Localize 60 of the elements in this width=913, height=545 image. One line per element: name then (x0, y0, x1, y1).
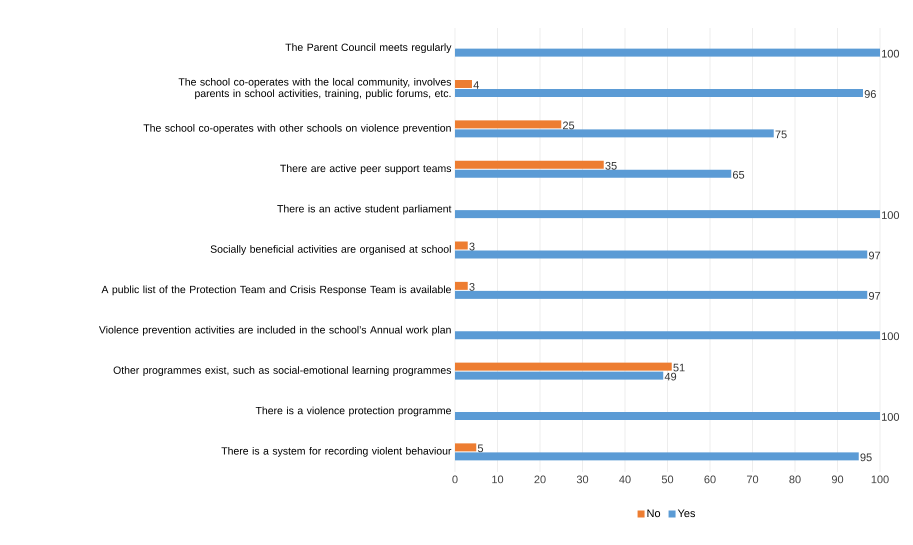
y-tick-label: The school co-operates with the local community, involves parents in school activities, training, public forums, etc. (178, 78, 452, 100)
bar (454, 412, 880, 420)
x-tick-label: 70 (746, 476, 758, 484)
data-label: 97 (868, 252, 880, 260)
x-tick-label: 90 (832, 476, 844, 484)
bar (454, 372, 664, 380)
bar (454, 250, 868, 258)
bar (454, 331, 880, 340)
y-tick-label: Socially beneficial activities are organised at school (210, 245, 451, 255)
bar (454, 120, 562, 128)
y-tick-label: The Parent Council meets regularly (285, 43, 452, 54)
data-label: 97 (868, 292, 880, 300)
x-tick-label: 60 (704, 476, 716, 484)
y-tick-label: Violence prevention activities are included in the school’s Annual work plan (98, 326, 451, 336)
data-label: 95 (860, 453, 872, 462)
bar (454, 129, 774, 138)
bar (454, 89, 863, 98)
x-tick-label: 20 (534, 476, 546, 484)
bar (454, 210, 880, 218)
data-label: 65 (733, 170, 744, 179)
x-tick-label: 0 (452, 476, 458, 484)
data-label: 100 (882, 50, 900, 58)
bar (454, 170, 732, 178)
bar (454, 290, 868, 299)
x-tick-label: 30 (576, 476, 588, 484)
bar (454, 48, 880, 57)
bar (454, 443, 476, 452)
x-tick-label: 40 (619, 476, 631, 484)
x-tick-label: 10 (492, 476, 504, 484)
bar (454, 452, 859, 460)
legend-label: No (647, 509, 660, 518)
data-label: 75 (776, 130, 787, 138)
bar (454, 160, 604, 169)
y-tick-label: A public list of the Protection Team and Crisis Response Team is available (101, 285, 451, 296)
data-label: 100 (882, 413, 900, 421)
data-label: 5 (478, 444, 484, 452)
data-label: 49 (664, 372, 676, 380)
bar (454, 242, 468, 250)
data-label: 100 (882, 332, 900, 340)
y-tick-label: There is a violence protection programme (256, 406, 451, 416)
y-tick-label: Other programmes exist, such as social-emotional learning programmes (114, 366, 452, 376)
data-label: 4 (473, 81, 479, 89)
y-tick-label: The school co-operates with other schools on violence prevention (144, 124, 451, 134)
data-label: 100 (882, 211, 900, 220)
bar (454, 80, 472, 88)
data-label: 96 (864, 90, 876, 98)
y-tick-label: There are active peer support teams (280, 164, 452, 174)
x-tick-label: 80 (789, 476, 801, 484)
legend-label: Yes (678, 509, 696, 518)
data-label: 51 (673, 364, 685, 372)
data-label: 25 (562, 122, 574, 130)
data-label: 35 (605, 162, 617, 170)
bar (454, 362, 672, 371)
y-tick-label: There is a system for recording violent behaviour (221, 446, 452, 457)
data-label: 3 (469, 282, 475, 291)
bar (454, 282, 468, 290)
x-tick-label: 100 (872, 476, 889, 484)
data-label: 3 (469, 242, 475, 250)
y-tick-label: There is an active student parliament (277, 204, 452, 215)
x-tick-label: 50 (662, 476, 674, 484)
